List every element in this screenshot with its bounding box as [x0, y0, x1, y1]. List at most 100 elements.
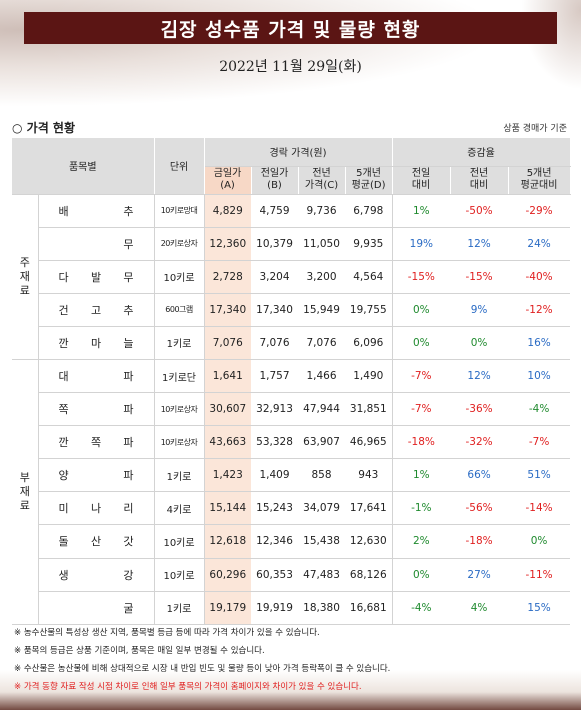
unit-cell: 1키로 — [153, 591, 205, 625]
today-price: 2,728 — [204, 260, 252, 294]
yesterday-price: 12,346 — [251, 524, 299, 559]
last-year-price: 7,076 — [298, 326, 346, 360]
footnote: ※ 수산물은 농산물에 비해 상대적으로 시장 내 반입 빈도 및 물량 등이 … — [14, 664, 391, 674]
last-year-price: 34,079 — [298, 491, 346, 526]
today-price: 30,607 — [204, 392, 252, 427]
section-title: ○ 가격 현황 — [12, 121, 75, 135]
background-decoration — [0, 670, 581, 710]
avg5-price: 4,564 — [345, 260, 393, 294]
change-vs-yesterday: 0% — [391, 558, 451, 592]
change-vs-yesterday: -4% — [391, 591, 451, 625]
avg5-price: 12,630 — [345, 524, 393, 559]
avg5-price: 1,490 — [345, 359, 393, 394]
change-vs-last-year: 66% — [450, 458, 509, 493]
change-vs-avg5: 15% — [508, 591, 571, 625]
footnotes: ※ 농수산물의 특성상 생산 지역, 품목별 등급 등에 따라 가격 차이가 있… — [14, 624, 574, 696]
header-vs-avg5: 5개년 평균대비 — [508, 166, 571, 195]
header-vs-last-year: 전년 대비 — [450, 166, 509, 195]
header-avg5: 5개년 평균(D) — [345, 166, 393, 195]
yesterday-price: 3,204 — [251, 260, 299, 294]
header-unit: 단위 — [154, 138, 205, 195]
last-year-price: 15,949 — [298, 293, 346, 327]
last-year-price: 1,466 — [298, 359, 346, 394]
yesterday-price: 4,759 — [251, 194, 299, 228]
header-vs-yesterday: 전일 대비 — [392, 166, 451, 195]
change-vs-yesterday: 19% — [391, 227, 451, 261]
avg5-price: 6,096 — [345, 326, 393, 360]
unit-cell: 10키로 — [153, 558, 205, 592]
unit-cell: 1키로 — [153, 458, 205, 493]
table-row: 생 강 10키로 60,296 60,353 47,483 68,126 0% 27% -11% — [12, 558, 571, 592]
table-row: 깐 쪽 파 10키로상자 43,663 53,328 63,907 46,965 -18% -32… — [12, 425, 571, 460]
avg5-price: 31,851 — [345, 392, 393, 427]
header-yesterday: 전일가 (B) — [251, 166, 299, 195]
table-row: 쪽 파 10키로상자 30,607 32,913 47,944 31,851 -7% -36% -… — [12, 392, 571, 427]
avg5-price: 19,755 — [345, 293, 393, 327]
today-price: 12,360 — [204, 227, 252, 261]
price-basis-note: 상품 경매가 기준 — [503, 124, 567, 134]
report-date: 2022년 11월 29일(화) — [219, 59, 362, 75]
table-row: 미 나 리 4키로 15,144 15,243 34,079 17,641 -1% -56% -14… — [12, 491, 571, 526]
yesterday-price: 1,757 — [251, 359, 299, 394]
change-vs-last-year: 27% — [450, 558, 509, 592]
yesterday-price: 17,340 — [251, 293, 299, 327]
yesterday-price: 1,409 — [251, 458, 299, 493]
change-vs-last-year: -56% — [450, 491, 509, 526]
table-row: 부 재 료 대 파 1키로단 1,641 1,757 1,466 1,490 -7% 12% 10% — [12, 359, 571, 625]
last-year-price: 858 — [298, 458, 346, 493]
item-name: 굴 — [38, 591, 155, 625]
avg5-price: 46,965 — [345, 425, 393, 460]
table-row: 양 파 1키로 1,423 1,409 858 943 1% 66% 51% — [12, 458, 571, 493]
table-row: 다 발 무 10키로 2,728 3,204 3,200 4,564 -15% -15% -40% — [12, 260, 571, 294]
change-vs-avg5: -11% — [508, 558, 571, 592]
footnote: ※ 품목의 등급은 상품 기준이며, 품목은 매일 일부 변경될 수 있습니다. — [14, 646, 265, 656]
last-year-price: 47,483 — [298, 558, 346, 592]
last-year-price: 3,200 — [298, 260, 346, 294]
change-vs-avg5: 51% — [508, 458, 571, 493]
change-vs-yesterday: 1% — [391, 194, 451, 228]
change-vs-last-year: 12% — [450, 359, 509, 394]
change-vs-avg5: -14% — [508, 491, 571, 526]
yesterday-price: 19,919 — [251, 591, 299, 625]
today-price: 12,618 — [204, 524, 252, 559]
yesterday-price: 32,913 — [251, 392, 299, 427]
header-change-group: 증감율 — [392, 138, 571, 167]
table-row: 돌 산 갓 10키로 12,618 12,346 15,438 12,630 2% -18% 0% — [12, 524, 571, 559]
last-year-price: 15,438 — [298, 524, 346, 559]
change-vs-avg5: -7% — [508, 425, 571, 460]
change-vs-last-year: 0% — [450, 326, 509, 360]
change-vs-last-year: -36% — [450, 392, 509, 427]
unit-cell: 20키로상자 — [153, 227, 205, 261]
change-vs-yesterday: -7% — [391, 359, 451, 394]
change-vs-last-year: 12% — [450, 227, 509, 261]
page-title-text: 김장 성수품 가격 및 물량 현황 — [160, 18, 421, 41]
change-vs-avg5: -40% — [508, 260, 571, 294]
unit-cell: 4키로 — [153, 491, 205, 526]
change-vs-avg5: -12% — [508, 293, 571, 327]
change-vs-last-year: 4% — [450, 591, 509, 625]
change-vs-yesterday: 0% — [391, 326, 451, 360]
item-name: 무 — [38, 227, 155, 261]
change-vs-avg5: 10% — [508, 359, 571, 394]
change-vs-yesterday: 0% — [391, 293, 451, 327]
unit-cell: 10키로상자 — [153, 425, 205, 460]
footnote: ※ 농수산물의 특성상 생산 지역, 품목별 등급 등에 따라 가격 차이가 있… — [14, 628, 320, 638]
yesterday-price: 10,379 — [251, 227, 299, 261]
change-vs-avg5: -29% — [508, 194, 571, 228]
price-table: 품목별 단위 경락 가격(원) 증감율 금일가 (A) 전일가 (B) 전년 가격(C… — [12, 138, 571, 625]
change-vs-yesterday: 2% — [391, 524, 451, 559]
table-row: 무 20키로상자 12,360 10,379 11,050 9,935 19% 12% 24% — [12, 227, 571, 261]
change-vs-last-year: -15% — [450, 260, 509, 294]
change-vs-avg5: -4% — [508, 392, 571, 427]
today-price: 15,144 — [204, 491, 252, 526]
avg5-price: 6,798 — [345, 194, 393, 228]
avg5-price: 16,681 — [345, 591, 393, 625]
